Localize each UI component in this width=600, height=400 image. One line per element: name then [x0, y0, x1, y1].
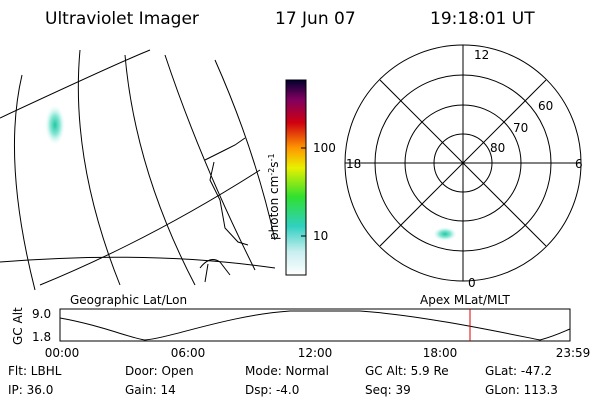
- colorbar-label: photon cm-2s-1: [267, 153, 281, 240]
- mlt-label: 6: [575, 157, 583, 171]
- footer-field: GLat: -47.2: [485, 364, 552, 378]
- date: 17 Jun 07: [275, 9, 356, 29]
- footer-field: Dsp: -4.0: [245, 383, 299, 397]
- mlt-label: 12: [474, 48, 489, 62]
- timeline-x-tick: 18:00: [423, 346, 458, 360]
- timeline-title: Apex MLat/MLT: [420, 293, 510, 307]
- polar-plot: [344, 44, 582, 282]
- timeline-title: Geographic Lat/Lon: [70, 293, 187, 307]
- footer-field: Flt: LBHL: [8, 364, 62, 378]
- footer-field: GLon: 113.3: [485, 383, 558, 397]
- footer-field: Seq: 39: [365, 383, 411, 397]
- instrument: Ultraviolet Imager: [45, 9, 199, 29]
- footer-field: GC Alt: 5.9 Re: [365, 364, 449, 378]
- timeline-y-tick: 9.0: [32, 307, 51, 321]
- mlat-label: 80: [490, 141, 505, 155]
- geo-map: [0, 49, 276, 291]
- footer-field: Mode: Normal: [245, 364, 329, 378]
- footer-field: IP: 36.0: [8, 383, 53, 397]
- timeline-x-tick: 06:00: [171, 346, 206, 360]
- colorbar-tick-label: 10: [313, 229, 328, 243]
- footer-field: Door: Open: [125, 364, 194, 378]
- footer: Flt: LBHL Door: Open Mode: Normal GC Alt: 5…: [8, 364, 558, 397]
- timeline-x-tick: 00:00: [45, 346, 80, 360]
- altitude-curve: [59, 310, 571, 341]
- mlt-label: 0: [468, 276, 476, 290]
- colorbar: [285, 79, 307, 276]
- timeline-x-tick: 23:59: [556, 346, 591, 360]
- mlat-label: 60: [538, 99, 553, 113]
- timeline-y-label: GC Alt: [11, 307, 25, 345]
- mlt-label: 18: [346, 157, 361, 171]
- mlat-label: 70: [513, 121, 528, 135]
- timeline-y-tick: 1.8: [32, 330, 51, 344]
- timeline-box: [59, 308, 571, 342]
- footer-field: Gain: 14: [125, 383, 176, 397]
- colorbar-tick-label: 100: [313, 141, 336, 155]
- timeline-x-tick: 12:00: [298, 346, 333, 360]
- time: 19:18:01 UT: [430, 9, 535, 29]
